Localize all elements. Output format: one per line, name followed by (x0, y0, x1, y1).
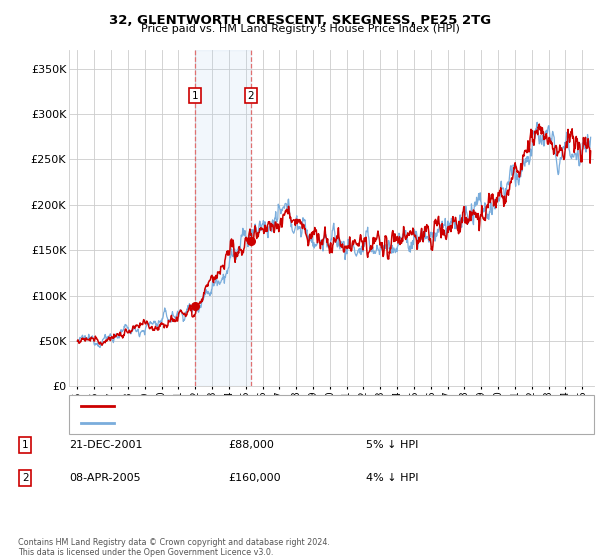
Text: 4% ↓ HPI: 4% ↓ HPI (366, 473, 419, 483)
Text: £160,000: £160,000 (228, 473, 281, 483)
Text: Contains HM Land Registry data © Crown copyright and database right 2024.
This d: Contains HM Land Registry data © Crown c… (18, 538, 330, 557)
Text: HPI: Average price, detached house, East Lindsey: HPI: Average price, detached house, East… (120, 418, 362, 428)
Text: 5% ↓ HPI: 5% ↓ HPI (366, 440, 418, 450)
Text: 2: 2 (22, 473, 29, 483)
Text: 32, GLENTWORTH CRESCENT, SKEGNESS, PE25 2TG: 32, GLENTWORTH CRESCENT, SKEGNESS, PE25 … (109, 14, 491, 27)
Text: 21-DEC-2001: 21-DEC-2001 (69, 440, 143, 450)
Bar (194, 50, 251, 386)
Text: 1: 1 (191, 91, 198, 101)
Text: 1: 1 (22, 440, 29, 450)
Text: Price paid vs. HM Land Registry's House Price Index (HPI): Price paid vs. HM Land Registry's House … (140, 24, 460, 34)
Text: £88,000: £88,000 (228, 440, 274, 450)
Text: 2: 2 (247, 91, 254, 101)
Text: 08-APR-2005: 08-APR-2005 (69, 473, 140, 483)
Text: 32, GLENTWORTH CRESCENT, SKEGNESS, PE25 2TG (detached house): 32, GLENTWORTH CRESCENT, SKEGNESS, PE25 … (120, 401, 464, 411)
